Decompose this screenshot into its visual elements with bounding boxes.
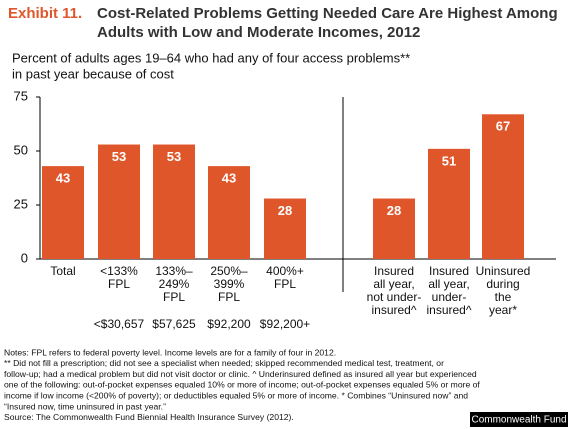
bar — [264, 198, 306, 259]
value-label: 28 — [278, 203, 292, 218]
value-label: 28 — [387, 203, 401, 218]
badge: Commonwealth Fund — [471, 415, 566, 426]
chart-title: Cost-Related Problems Getting Needed Car… — [97, 5, 558, 22]
subtitle: in past year because of cost — [12, 66, 174, 81]
x-tick-label: 400%+ FPL — [266, 264, 304, 291]
value-label: 51 — [442, 153, 456, 168]
y-tick-label: 25 — [14, 196, 28, 211]
value-label: 67 — [496, 119, 510, 134]
bar — [98, 144, 140, 259]
income-label: $92,200+ — [260, 317, 310, 331]
bar — [153, 144, 195, 259]
badge-bg — [470, 412, 568, 427]
y-tick-label: 50 — [14, 142, 28, 157]
x-tick-label: 133%– 249% FPL — [155, 264, 193, 304]
note: “Insured now, time uninsured in past yea… — [4, 401, 166, 411]
note: follow-up; had a medical problem but did… — [4, 369, 477, 379]
x-tick-label: Uninsured during the year* — [476, 264, 531, 317]
x-tick-label: 250%– 399% FPL — [210, 264, 248, 304]
income-label: $92,200 — [207, 317, 251, 331]
subtitle: Percent of adults ages 19–64 who had any… — [12, 50, 410, 65]
income-label: <$30,657 — [94, 317, 145, 331]
bar — [208, 166, 250, 259]
x-tick-label: Insured all year, not under-insured^ — [367, 264, 422, 317]
x-tick-label: Insured all year, under-insured^ — [427, 264, 472, 317]
note: ** Did not fill a prescription; did not … — [4, 358, 444, 368]
bar — [42, 166, 84, 259]
bar — [428, 148, 470, 259]
value-label: 53 — [167, 149, 181, 164]
note: income if low income (<200% of poverty);… — [4, 390, 468, 400]
x-tick-label: <133% FPL — [100, 264, 138, 291]
y-tick-label: 0 — [21, 250, 28, 265]
note: Source: The Commonwealth Fund Biennial H… — [4, 412, 294, 422]
bar — [373, 198, 415, 259]
y-tick-label: 75 — [14, 88, 28, 103]
title-label: Exhibit 11. — [8, 5, 82, 22]
x-tick-label: Total — [50, 264, 75, 278]
bar — [482, 114, 524, 259]
value-label: 43 — [222, 171, 236, 186]
value-label: 43 — [56, 171, 70, 186]
note: Notes: FPL refers to federal poverty lev… — [4, 347, 336, 357]
income-label: $57,625 — [152, 317, 196, 331]
value-label: 53 — [112, 149, 126, 164]
note: one of the following: out-of-pocket expe… — [4, 380, 480, 390]
chart-title: Adults with Low and Moderate Incomes, 20… — [97, 24, 420, 41]
